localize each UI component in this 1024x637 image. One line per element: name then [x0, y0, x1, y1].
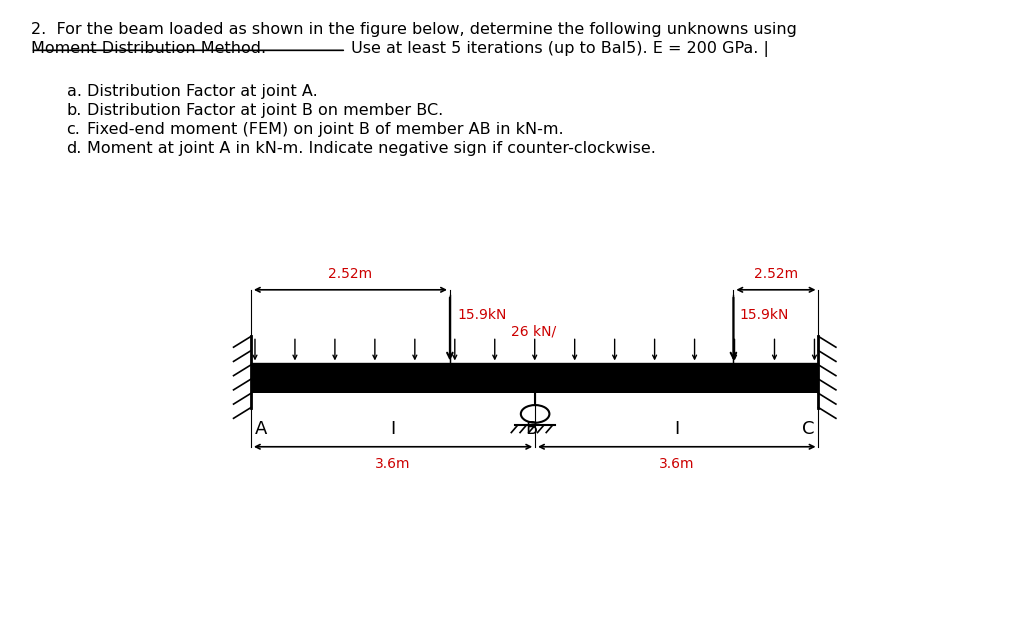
Text: B: B	[525, 420, 538, 438]
Text: 2.  For the beam loaded as shown in the figure below, determine the following un: 2. For the beam loaded as shown in the f…	[31, 22, 797, 38]
Text: b.: b.	[67, 103, 82, 118]
Text: 3.6m: 3.6m	[376, 457, 411, 471]
Text: I: I	[390, 420, 395, 438]
Bar	[251, 363, 818, 393]
Text: c.: c.	[67, 122, 81, 138]
Text: 2.52m: 2.52m	[329, 267, 373, 281]
Text: A: A	[255, 420, 267, 438]
Text: d.: d.	[67, 141, 82, 157]
Text: C: C	[802, 420, 814, 438]
Text: Use at least 5 iterations (up to Bal5). E = 200 GPa. |: Use at least 5 iterations (up to Bal5). …	[346, 41, 769, 57]
Text: Fixed-end moment (FEM) on joint B of member AB in kN-m.: Fixed-end moment (FEM) on joint B of mem…	[87, 122, 563, 138]
Text: Distribution Factor at joint A.: Distribution Factor at joint A.	[87, 84, 317, 99]
Text: Distribution Factor at joint B on member BC.: Distribution Factor at joint B on member…	[87, 103, 443, 118]
Text: 3.6m: 3.6m	[659, 457, 694, 471]
Text: 2.52m: 2.52m	[754, 267, 798, 281]
Text: 15.9kN: 15.9kN	[458, 308, 507, 322]
Text: a.: a.	[67, 84, 82, 99]
Text: Moment Distribution Method.: Moment Distribution Method.	[31, 41, 266, 57]
Text: 26 kN/: 26 kN/	[511, 325, 556, 339]
Text: Moment at joint A in kN-m. Indicate negative sign if counter-clockwise.: Moment at joint A in kN-m. Indicate nega…	[87, 141, 656, 157]
Text: I: I	[674, 420, 679, 438]
Text: 15.9kN: 15.9kN	[739, 308, 790, 322]
